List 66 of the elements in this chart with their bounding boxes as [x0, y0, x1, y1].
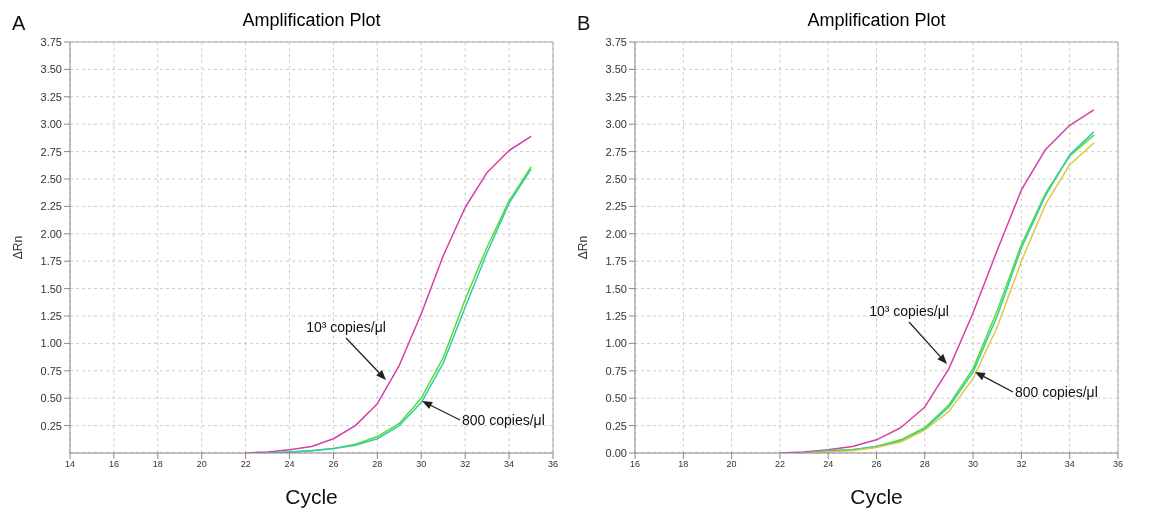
y-tick-label: 3.75 [605, 35, 627, 48]
y-tick-label: 0.75 [40, 364, 62, 377]
x-tick-label: 28 [919, 459, 930, 470]
x-tick-label: 22 [240, 459, 251, 470]
y-tick-label: 3.25 [605, 90, 627, 103]
y-tick-label: 0.50 [40, 392, 62, 405]
y-tick-label: 2.50 [605, 172, 627, 185]
y-tick-label: 1.25 [40, 309, 62, 322]
x-tick-label: 26 [328, 459, 339, 470]
y-tick-label: 3.50 [40, 63, 62, 76]
y-tick-label: 2.25 [605, 200, 627, 213]
annotation: 800 copies/μl [1015, 384, 1098, 400]
y-tick-label: 0.00 [605, 446, 627, 459]
text: B [577, 12, 591, 34]
x-tick-label: 26 [871, 459, 882, 470]
x-tick-label: 34 [504, 459, 515, 470]
text: A [12, 12, 26, 34]
x-tick-label: 16 [108, 459, 119, 470]
x-tick-label: 18 [152, 459, 163, 470]
x-tick-label: 20 [196, 459, 207, 470]
y-tick-label: 0.25 [40, 419, 62, 432]
chart-title: Amplification Plot [241, 10, 382, 31]
chart-title: Amplification Plot [806, 10, 947, 31]
y-tick-label: 2.75 [40, 145, 62, 158]
y-tick-label: 0.50 [605, 392, 627, 405]
x-tick-label: 16 [629, 459, 641, 470]
y-tick-label: 1.75 [40, 255, 62, 268]
y-tick-label: 1.25 [605, 309, 627, 322]
y-tick-label: 1.00 [40, 337, 62, 350]
annotation: 10³ copies/μl [869, 303, 949, 319]
annotation: 800 copies/μl [462, 412, 545, 428]
y-tick-label: 2.25 [40, 200, 62, 213]
x-tick-label: 22 [774, 459, 785, 470]
x-tick-label: 24 [823, 459, 834, 470]
y-axis-title: ΔRn [576, 235, 590, 260]
x-tick-label: 36 [547, 459, 559, 470]
x-tick-label: 32 [460, 459, 471, 470]
x-tick-label: 32 [1016, 459, 1027, 470]
y-tick-label: 3.00 [40, 118, 62, 131]
y-tick-label: 3.00 [605, 118, 627, 131]
y-tick-label: 2.50 [40, 172, 62, 185]
y-tick-label: 0.25 [605, 419, 627, 432]
annotation: 10³ copies/μl [306, 319, 386, 335]
x-tick-label: 30 [416, 459, 427, 470]
x-tick-label: 20 [726, 459, 737, 470]
y-tick-label: 3.75 [40, 35, 62, 48]
y-tick-label: 2.00 [40, 227, 62, 240]
x-tick-label: 28 [372, 459, 383, 470]
x-tick-label: 30 [968, 459, 979, 470]
y-tick-label: 2.00 [605, 227, 627, 240]
x-tick-label: 18 [678, 459, 689, 470]
y-tick-label: 1.00 [605, 337, 627, 350]
y-axis-title: ΔRn [11, 235, 25, 260]
x-tick-label: 34 [1064, 459, 1075, 470]
x-tick-label: 24 [284, 459, 295, 470]
y-tick-label: 0.75 [605, 364, 627, 377]
y-tick-label: 3.50 [605, 63, 627, 76]
y-tick-label: 3.25 [40, 90, 62, 103]
x-axis-title: Cycle [285, 485, 338, 508]
y-tick-label: 1.50 [40, 282, 62, 295]
x-axis-title: Cycle [850, 485, 903, 508]
y-tick-label: 1.50 [605, 282, 627, 295]
y-tick-label: 1.75 [605, 255, 627, 268]
x-tick-label: 36 [1112, 459, 1124, 470]
y-tick-label: 2.75 [605, 145, 627, 158]
x-tick-label: 14 [64, 459, 76, 470]
